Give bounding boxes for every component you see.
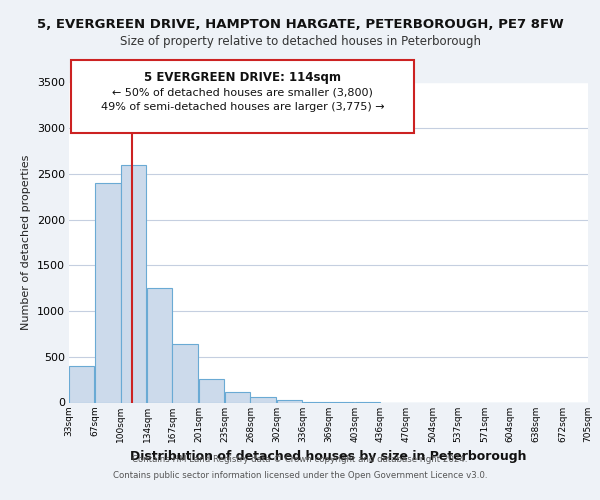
Text: 5, EVERGREEN DRIVE, HAMPTON HARGATE, PETERBOROUGH, PE7 8FW: 5, EVERGREEN DRIVE, HAMPTON HARGATE, PET… [37,18,563,30]
Text: 5 EVERGREEN DRIVE: 114sqm: 5 EVERGREEN DRIVE: 114sqm [144,71,341,84]
Y-axis label: Number of detached properties: Number of detached properties [21,155,31,330]
Text: 49% of semi-detached houses are larger (3,775) →: 49% of semi-detached houses are larger (… [101,102,384,112]
Bar [199,378,224,402]
Bar [277,400,302,402]
Bar [225,392,250,402]
Text: ← 50% of detached houses are smaller (3,800): ← 50% of detached houses are smaller (3,… [112,88,373,98]
X-axis label: Distribution of detached houses by size in Peterborough: Distribution of detached houses by size … [130,450,527,463]
Text: Size of property relative to detached houses in Peterborough: Size of property relative to detached ho… [119,35,481,48]
Text: Contains public sector information licensed under the Open Government Licence v3: Contains public sector information licen… [113,471,487,480]
Bar [172,344,198,403]
Bar [95,183,121,402]
Bar [250,398,276,402]
Bar [121,165,146,402]
Bar [147,288,172,403]
Bar [69,366,94,403]
Text: Contains HM Land Registry data © Crown copyright and database right 2024.: Contains HM Land Registry data © Crown c… [132,455,468,464]
